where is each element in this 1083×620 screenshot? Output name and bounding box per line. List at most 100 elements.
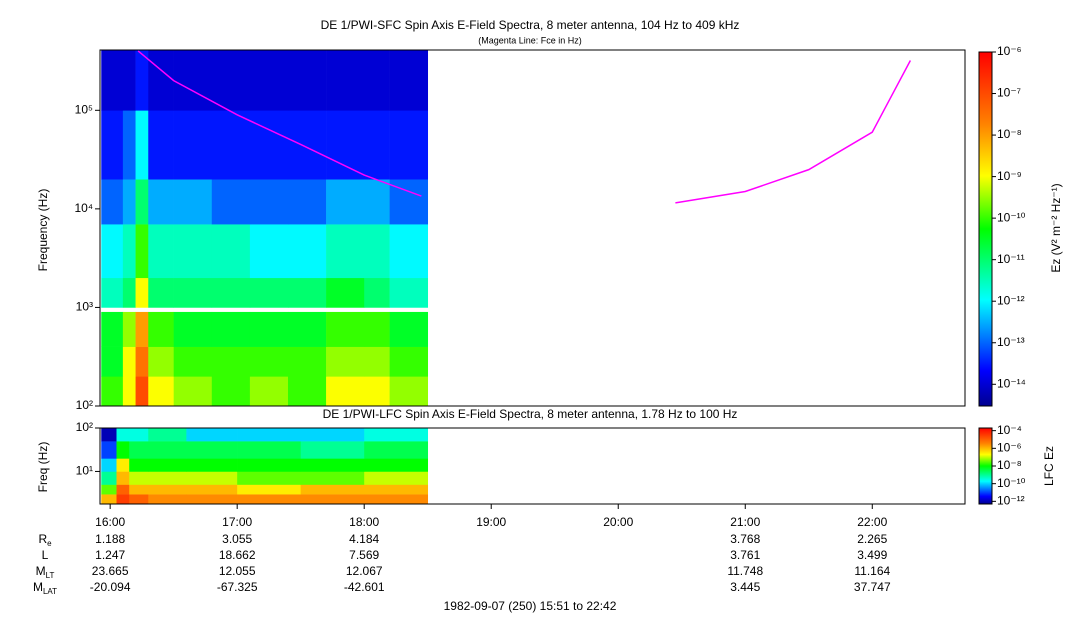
colorbar-tick-label: 10⁻⁸ xyxy=(997,127,1022,141)
spectrogram-cell xyxy=(148,376,174,407)
spectrogram-cell xyxy=(101,277,124,308)
ephemeris-value: 12.067 xyxy=(346,564,383,578)
spectrogram-cell xyxy=(300,484,365,495)
spectrogram-cell xyxy=(101,376,124,407)
ephemeris-label-sub: LT xyxy=(46,571,55,580)
spectrogram-cell xyxy=(148,179,174,225)
spectrogram-cell xyxy=(211,110,251,180)
spectrogram-cell xyxy=(173,50,213,111)
spectrogram-cell xyxy=(148,277,174,308)
spectrogram-cell xyxy=(237,441,301,459)
spectrogram-cell xyxy=(101,458,117,472)
spectrogram-cell xyxy=(364,277,390,308)
spectrogram-cell xyxy=(129,494,149,505)
ephemeris-label: L xyxy=(42,548,49,562)
ephemeris-value: 11.164 xyxy=(854,564,890,578)
spectrogram-cell xyxy=(249,311,289,347)
colorbar xyxy=(978,427,993,505)
spectrogram-cell xyxy=(186,441,238,459)
spectrogram-cell xyxy=(287,277,327,308)
spectrogram-cell xyxy=(364,458,429,472)
colorbar-tick-label: 10⁻⁸ xyxy=(997,458,1022,472)
spectrogram-cell xyxy=(364,346,390,377)
spectrogram-cell xyxy=(249,277,289,308)
colorbar-tick-label: 10⁻¹⁰ xyxy=(997,476,1026,490)
x-tick-label: 19:00 xyxy=(476,515,506,529)
spectrogram-cell xyxy=(237,471,301,485)
x-tick-label: 17:00 xyxy=(222,515,252,529)
ephemeris-value: -67.325 xyxy=(217,580,258,594)
spectrogram-cell xyxy=(186,494,238,505)
spectrogram-cell xyxy=(186,484,238,495)
spectrogram-cell xyxy=(237,494,301,505)
chart-title: DE 1/PWI-SFC Spin Axis E-Field Spectra, … xyxy=(321,18,740,32)
x-tick-label: 21:00 xyxy=(730,515,760,529)
spectrogram-cell xyxy=(173,376,213,407)
colorbar-tick-label: 10⁻¹¹ xyxy=(997,252,1025,266)
fce-line xyxy=(137,50,912,204)
y-tick-label: 10⁴ xyxy=(74,201,93,215)
ephemeris-label-main: L xyxy=(42,548,49,562)
colorbar-tick-label: 10⁻¹³ xyxy=(997,335,1025,349)
spectrogram-cell xyxy=(101,346,124,377)
spectrogram-cell xyxy=(101,224,124,279)
ephemeris-value: 18.662 xyxy=(219,548,256,562)
ephemeris-value: 23.665 xyxy=(92,564,129,578)
spectrogram-cell xyxy=(389,376,429,407)
ephemeris-value: 4.184 xyxy=(349,532,379,546)
ephemeris-label: MLAT xyxy=(33,580,57,596)
colorbar-tick-label: 10⁻⁴ xyxy=(997,423,1022,437)
spectrogram-cell xyxy=(148,471,187,485)
ephemeris-value: -20.094 xyxy=(90,580,131,594)
spectrogram-cell xyxy=(287,346,327,377)
spectrogram-cell xyxy=(326,50,365,111)
colorbar-tick-label: 10⁻⁶ xyxy=(997,44,1022,58)
spectrogram-cell xyxy=(122,311,136,347)
spectrogram-cell xyxy=(237,458,301,472)
spectrogram-cell xyxy=(173,179,213,225)
spectrogram-cell xyxy=(101,50,124,111)
spectrogram-cell xyxy=(364,428,429,442)
spectrogram-cell xyxy=(122,277,136,308)
spectrogram-cell xyxy=(122,50,136,111)
spectrogram-cell xyxy=(364,110,390,180)
spectrogram-cell xyxy=(116,494,130,505)
y-tick-label: 10¹ xyxy=(76,464,93,478)
spectrogram-cell xyxy=(101,179,124,225)
spectrogram-cell xyxy=(101,471,117,485)
spectrogram-cell xyxy=(129,471,149,485)
colorbar-label: Ez (V² m⁻² Hz⁻¹) xyxy=(1049,183,1063,272)
spectrogram-cell xyxy=(148,346,174,377)
spectrogram-cell xyxy=(326,179,365,225)
ephemeris-label-main: M xyxy=(36,564,46,578)
ephemeris-value: -42.601 xyxy=(344,580,385,594)
spectrogram-cell xyxy=(116,428,130,442)
spectrogram-cell xyxy=(122,346,136,377)
spectrogram-cell xyxy=(129,441,149,459)
spectrogram-cell xyxy=(287,224,327,279)
spectrogram-cell xyxy=(211,376,251,407)
spectrogram-cell xyxy=(173,224,213,279)
spectrogram-cell xyxy=(389,277,429,308)
spectrogram-cell xyxy=(364,311,390,347)
spectrogram-cell xyxy=(135,110,149,180)
spectrogram-cell xyxy=(148,311,174,347)
colorbar-tick-label: 10⁻⁶ xyxy=(997,441,1022,455)
spectrogram-cell xyxy=(249,179,289,225)
spectrogram-cell xyxy=(249,50,289,111)
ephemeris-value: 7.569 xyxy=(349,548,379,562)
spectrogram-cell xyxy=(135,224,149,279)
colorbar-label: LFC Ez xyxy=(1042,446,1056,486)
spectrogram-cell xyxy=(287,376,327,407)
y-axis-label: Frequency (Hz) xyxy=(36,189,50,272)
spectrogram-cell xyxy=(326,311,365,347)
colorbar-tick-label: 10⁻¹² xyxy=(997,494,1025,508)
plot-frame xyxy=(99,427,966,505)
chart-title: DE 1/PWI-LFC Spin Axis E-Field Spectra, … xyxy=(323,407,738,421)
spectrogram-cell xyxy=(249,346,289,377)
spectrogram-cell xyxy=(287,179,327,225)
y-tick-label: 10² xyxy=(76,420,93,434)
ephemeris-value: 1.188 xyxy=(95,532,125,546)
spectrogram-cell xyxy=(287,50,327,111)
